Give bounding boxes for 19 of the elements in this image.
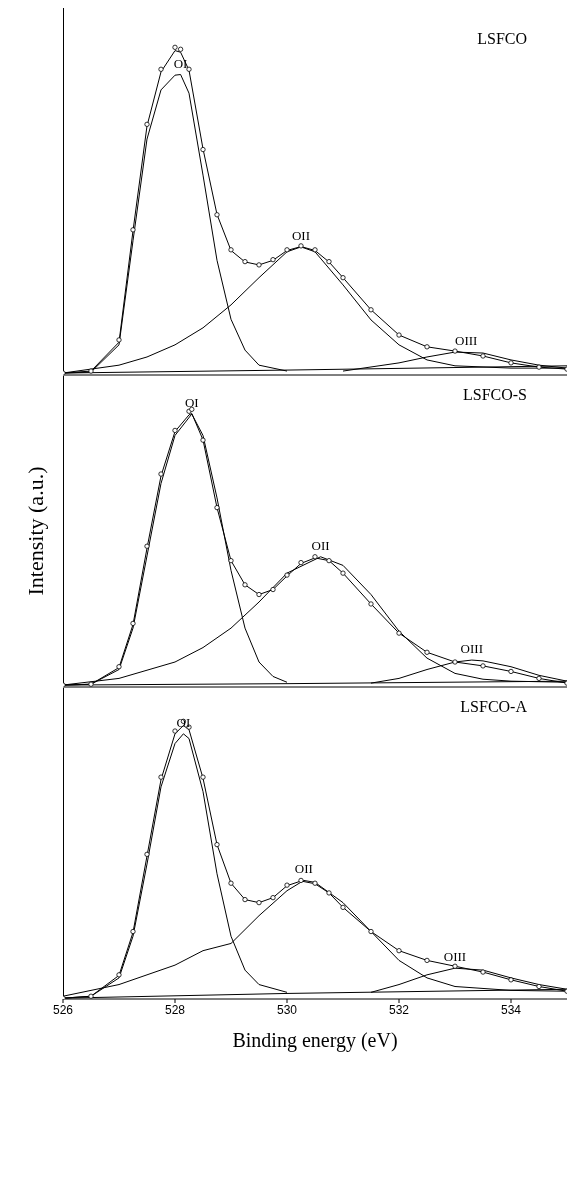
- x-tick-label: 528: [164, 1002, 186, 1017]
- annotation: OII: [294, 861, 313, 877]
- chart-title: LSFCO-A: [460, 698, 527, 716]
- annotation: OIII: [455, 333, 478, 349]
- x-axis-title: Binding energy (eV): [232, 1029, 398, 1053]
- x-tick-label: 534: [500, 1002, 522, 1017]
- annotation: OI: [176, 714, 191, 730]
- y-axis-title: Intensity (a.u.): [22, 465, 49, 597]
- chart-title: LSFCO: [477, 30, 527, 48]
- annotation: OI: [173, 55, 188, 71]
- annotation: OIII: [443, 949, 467, 965]
- annotation: OI: [184, 395, 199, 411]
- chart-title: LSFCO-S: [462, 386, 527, 404]
- x-tick-label: 530: [276, 1002, 298, 1017]
- annotation: OII: [311, 537, 330, 553]
- x-tick-label: 526: [52, 1002, 74, 1017]
- annotation: OII: [291, 227, 311, 243]
- annotation: OIII: [460, 641, 483, 657]
- x-tick-label: 532: [388, 1002, 410, 1017]
